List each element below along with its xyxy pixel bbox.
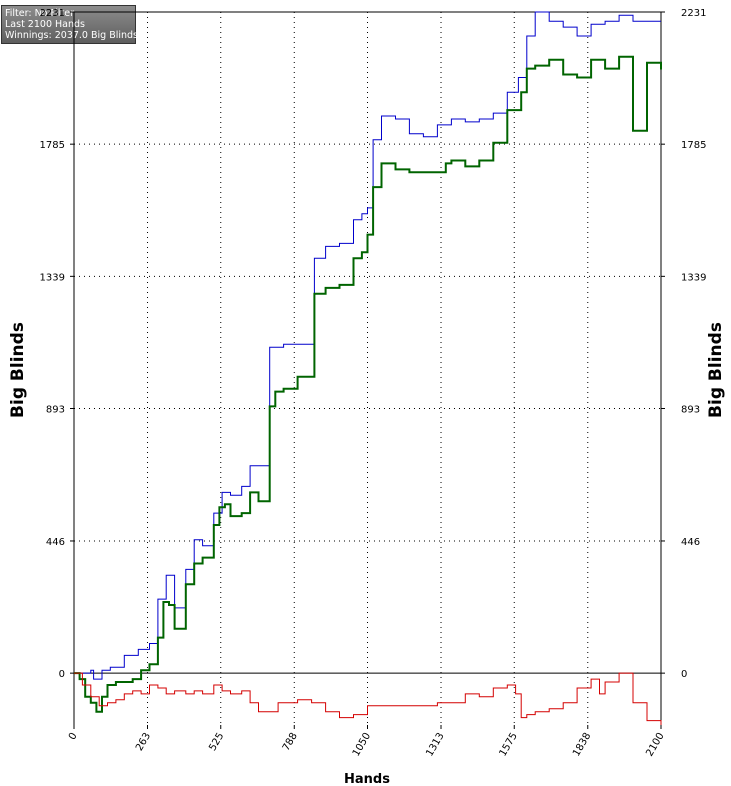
y-ticks-left: 0 446 893 1339 1785 2231: [40, 8, 74, 680]
x-tick-label-0: 0: [67, 731, 80, 742]
y-tick-label-left-1: 446: [46, 537, 65, 548]
y-tick-label-left-5: 2231: [40, 8, 65, 19]
y-ticks-right: 0 446 893 1339 1785 2231: [661, 8, 706, 680]
y-tick-label-right-1: 446: [681, 537, 700, 548]
y-tick-label-right-5: 2231: [681, 8, 706, 19]
x-tick-label-4: 1050: [351, 731, 373, 759]
hands-text: Last 2100 Hands: [5, 19, 85, 30]
y-tick-label-left-0: 0: [59, 669, 65, 680]
x-tick-label-8: 2100: [644, 731, 666, 759]
grid: [74, 12, 661, 725]
red-series-line: [74, 672, 662, 725]
x-tick-label-1: 263: [134, 731, 153, 753]
filter-text: Filter: No Filter: [5, 8, 75, 19]
series-group: [74, 11, 662, 725]
x-axis-title: Hands: [344, 772, 390, 786]
y-tick-label-left-4: 1785: [40, 140, 65, 151]
x-tick-label-5: 1313: [424, 731, 446, 759]
y-axis-title-right: Big Blinds: [706, 322, 726, 418]
x-tick-label-3: 788: [281, 731, 300, 753]
winnings-text: Winnings: 2037.0 Big Blinds: [5, 30, 138, 41]
y-tick-label-right-3: 1339: [681, 272, 706, 283]
green-series-line: [74, 55, 662, 713]
y-tick-label-right-4: 1785: [681, 140, 706, 151]
y-tick-label-right-0: 0: [681, 669, 687, 680]
x-ticks: 0 263 525 788 1050 1313 1575 1838 2100: [67, 725, 667, 759]
blue-series-line: [74, 11, 661, 680]
y-tick-label-right-2: 893: [681, 405, 700, 416]
y-axis-title-left: Big Blinds: [8, 322, 28, 418]
y-tick-label-left-2: 893: [46, 405, 65, 416]
y-tick-label-left-3: 1339: [40, 272, 65, 283]
x-tick-label-7: 1838: [571, 731, 593, 759]
plot-frame: [73, 11, 662, 725]
x-tick-label-6: 1575: [498, 731, 520, 759]
x-tick-label-2: 525: [207, 731, 226, 753]
